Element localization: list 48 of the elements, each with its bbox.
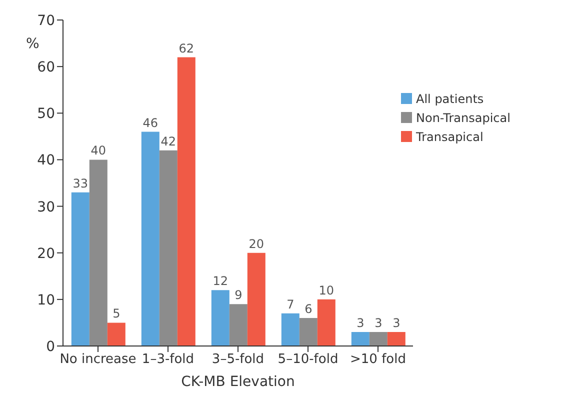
x-tick-label: 5–10-fold — [278, 352, 338, 368]
data-label: 20 — [248, 236, 264, 251]
y-tick-label: 70 — [37, 12, 55, 29]
data-label: 3 — [374, 316, 382, 330]
bar — [211, 290, 230, 346]
bar — [229, 304, 248, 346]
data-label: 42 — [160, 134, 176, 148]
y-tick-label: 20 — [37, 246, 55, 262]
data-label: 3 — [392, 316, 400, 330]
x-tick-label: >10 fold — [350, 352, 406, 368]
y-tick-label: 30 — [37, 199, 55, 216]
data-label: 62 — [178, 41, 194, 56]
y-tick-label: 60 — [37, 60, 55, 76]
data-label: 10 — [318, 283, 334, 298]
y-tick-label: 50 — [37, 106, 55, 122]
bar — [177, 57, 196, 346]
data-label: 7 — [286, 297, 294, 312]
bar — [71, 192, 90, 346]
bar — [159, 150, 178, 346]
x-tick-label: 1–3-fold — [142, 352, 194, 368]
bar — [387, 332, 406, 346]
x-tick-label: 3–5-fold — [212, 352, 264, 368]
bar — [89, 160, 108, 346]
bar — [351, 332, 370, 346]
y-axis-title: % — [26, 36, 40, 52]
data-label: 46 — [142, 116, 158, 130]
data-label: 33 — [72, 176, 88, 190]
bar — [369, 332, 388, 346]
data-label: 3 — [356, 316, 364, 330]
data-label: 9 — [234, 288, 242, 302]
bar — [281, 313, 300, 346]
bar — [107, 322, 126, 346]
y-tick-label: 10 — [37, 292, 55, 308]
data-label: 40 — [90, 144, 106, 158]
bar — [247, 252, 266, 346]
bar — [317, 299, 336, 346]
y-tick-label: 40 — [37, 152, 55, 169]
bar — [141, 132, 160, 346]
legend-label: Non-Transapical — [416, 111, 510, 125]
data-label: 5 — [112, 306, 120, 321]
y-tick-label: 0 — [46, 338, 55, 355]
x-tick-label: No increase — [60, 352, 136, 368]
x-axis-title: CK-MB Elevation — [181, 374, 295, 390]
data-label: 6 — [304, 302, 312, 316]
bar — [299, 318, 318, 346]
legend-label: Transapical — [416, 130, 484, 144]
legend-label: All patients — [416, 92, 484, 106]
data-label: 12 — [212, 274, 228, 288]
